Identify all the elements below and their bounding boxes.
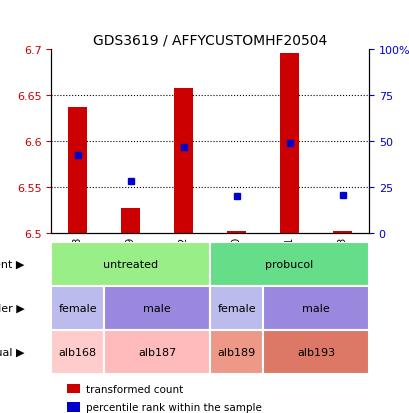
Text: untreated: untreated [103,259,158,269]
Bar [174,89,193,234]
Text: agent ▶: agent ▶ [0,259,25,269]
Text: individual ▶: individual ▶ [0,347,25,357]
FancyBboxPatch shape [210,330,263,374]
FancyBboxPatch shape [51,242,210,286]
Bar [121,209,139,234]
Text: alb189: alb189 [217,347,255,357]
Text: transformed count: transformed count [86,384,183,394]
FancyBboxPatch shape [210,286,263,330]
Text: percentile rank within the sample: percentile rank within the sample [86,402,261,412]
Bar [68,107,87,234]
Text: alb187: alb187 [138,347,176,357]
Text: male: male [143,303,171,313]
Text: female: female [217,303,255,313]
Text: probucol: probucol [265,259,313,269]
Text: alb193: alb193 [296,347,334,357]
Text: male: male [301,303,329,313]
Text: alb168: alb168 [58,347,97,357]
Bar [227,232,245,234]
FancyBboxPatch shape [51,286,104,330]
FancyBboxPatch shape [104,330,210,374]
Bar [67,384,80,393]
FancyBboxPatch shape [263,286,368,330]
Text: gender ▶: gender ▶ [0,303,25,313]
Bar [280,54,298,234]
Title: GDS3619 / AFFYCUSTOMHF20504: GDS3619 / AFFYCUSTOMHF20504 [93,33,326,47]
FancyBboxPatch shape [210,242,368,286]
Bar [333,232,351,234]
FancyBboxPatch shape [104,286,210,330]
Bar [67,402,80,412]
FancyBboxPatch shape [51,330,104,374]
Text: female: female [58,303,97,313]
FancyBboxPatch shape [263,330,368,374]
